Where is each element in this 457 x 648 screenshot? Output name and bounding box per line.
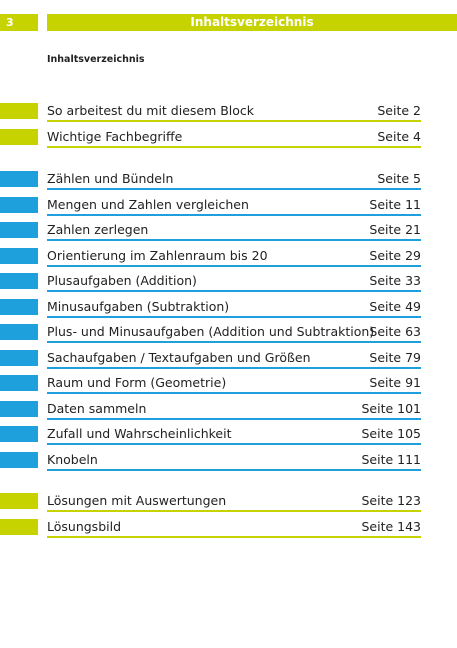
entry-rule: [47, 392, 421, 394]
entry-page: Seite 91: [369, 375, 421, 390]
color-block: [0, 349, 38, 366]
entry-rule: [47, 213, 421, 216]
entry-page: Seite 49: [369, 298, 421, 314]
entry-title: Zahlen zerlegen: [47, 222, 149, 237]
entry-page: Seite 123: [361, 493, 421, 508]
entry-rule: [47, 145, 421, 148]
color-block: [0, 451, 38, 468]
subtitle: Inhaltsverzeichnis: [47, 54, 145, 65]
entry-page: Seite 4: [377, 128, 421, 144]
entry-page: Seite 101: [361, 400, 421, 416]
entry-title: So arbeitest du mit diesem Block: [47, 103, 255, 118]
entry-rule: [47, 264, 421, 267]
entry-title: Plus- und Minusaufgaben (Addition und Su…: [47, 324, 375, 339]
entry-title: Lösungsbild: [47, 518, 122, 534]
entry-page: Seite 29: [369, 247, 421, 263]
color-block: [0, 493, 38, 509]
entry-title: Minusaufgaben (Subtraktion): [47, 298, 230, 314]
entry-rule: [47, 341, 421, 343]
entry-title: Knobeln: [47, 451, 98, 467]
color-block: [0, 103, 38, 119]
entry-page: Seite 79: [369, 349, 421, 365]
entry-title: Wichtige Fachbegriffe: [47, 128, 183, 144]
entry-rule: [47, 120, 421, 122]
color-block: [0, 128, 38, 145]
color-block: [0, 426, 38, 442]
color-block: [0, 247, 38, 264]
entry-page: Seite 11: [369, 196, 421, 212]
entry-rule: [47, 315, 421, 318]
entry-title: Orientierung im Zahlenraum bis 20: [47, 247, 268, 263]
entry-title: Daten sammeln: [47, 400, 147, 416]
entry-rule: [47, 290, 421, 292]
entry-page: Seite 21: [369, 222, 421, 237]
color-block: [0, 196, 38, 213]
color-block: [0, 298, 38, 315]
entry-title: Plusaufgaben (Addition): [47, 273, 197, 288]
entry-page: Seite 5: [377, 171, 421, 186]
color-block: [0, 324, 38, 340]
color-block: [0, 171, 38, 187]
color-block: [0, 400, 38, 417]
entry-page: Seite 105: [361, 426, 421, 441]
entry-rule: [47, 239, 421, 241]
entry-rule: [47, 188, 421, 190]
entry-rule: [47, 366, 421, 369]
page-number: 3: [0, 14, 38, 31]
header-title: Inhaltsverzeichnis: [47, 14, 457, 31]
color-block: [0, 518, 38, 535]
color-block: [0, 375, 38, 391]
entry-page: Seite 33: [369, 273, 421, 288]
entry-title: Zählen und Bündeln: [47, 171, 174, 186]
entry-rule: [47, 468, 421, 471]
entry-title: Mengen und Zahlen vergleichen: [47, 196, 249, 212]
entry-rule: [47, 510, 421, 512]
entry-title: Zufall und Wahrscheinlichkeit: [47, 426, 232, 441]
entry-rule: [47, 417, 421, 420]
entry-page: Seite 63: [369, 324, 421, 339]
entry-page: Seite 111: [361, 451, 421, 467]
color-block: [0, 222, 38, 238]
entry-rule: [47, 443, 421, 445]
entry-title: Raum und Form (Geometrie): [47, 375, 227, 390]
entry-rule: [47, 535, 421, 538]
entry-title: Sachaufgaben / Textaufgaben und Größen: [47, 349, 311, 365]
entry-page: Seite 143: [361, 518, 421, 534]
color-block: [0, 273, 38, 289]
entry-title: Lösungen mit Auswertungen: [47, 493, 227, 508]
entry-page: Seite 2: [377, 103, 421, 118]
